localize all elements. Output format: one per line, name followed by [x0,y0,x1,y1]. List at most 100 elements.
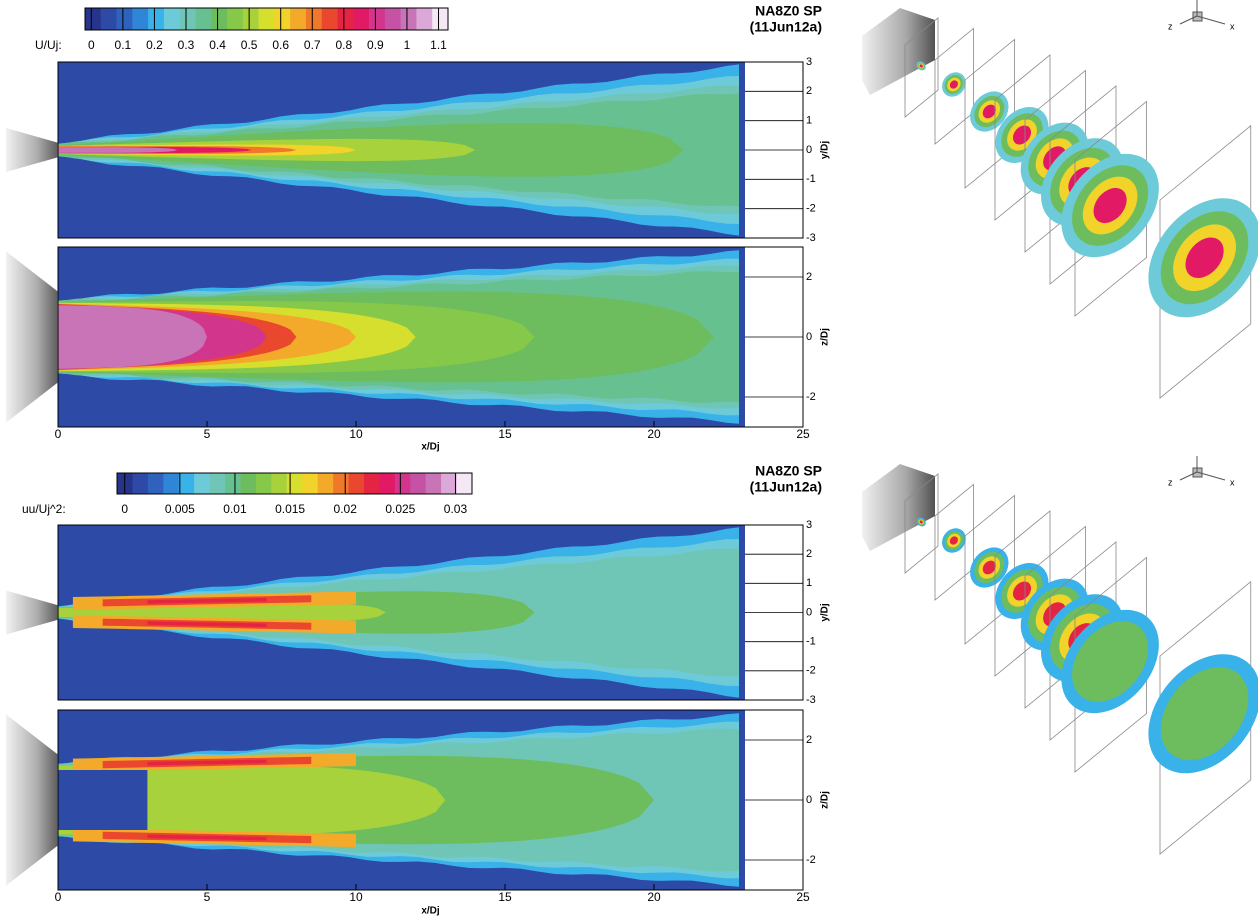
x-tick-label: 10 [349,890,363,904]
figure: 00.10.20.30.40.50.60.70.80.911.1U/Uj:NA8… [0,0,1258,918]
field-edge [739,247,745,427]
y-tick-label: 2 [806,548,812,560]
field-edge [739,62,745,238]
y-tick-label: -3 [806,694,816,706]
figure-subtitle: (11Jun12a) [750,479,822,495]
contour-field [58,525,745,700]
y-tick-label: 1 [806,577,812,589]
colorbar-swatch [148,8,164,30]
contour-field [58,247,745,427]
colorbar-tick-label: 0.025 [385,502,415,516]
x-tick-label: 5 [204,890,211,904]
field-edge [739,710,745,890]
contour-field [58,710,745,890]
y-tick-label: 0 [806,794,812,806]
colorbar-swatch [227,8,243,30]
colorbar-swatch [85,8,101,30]
colorbar-swatch [302,473,318,494]
colorbar-swatch [287,473,303,494]
colorbar-swatch [333,473,349,494]
triad-label: x [1230,477,1235,487]
colorbar-swatch [195,8,211,30]
x-tick-label: 0 [55,890,62,904]
colorbar-tick-label: 0.8 [335,38,352,52]
colorbar-tick-label: 0.1 [115,38,132,52]
colorbar-swatch [369,8,385,30]
y-tick-label: -1 [806,173,816,185]
colorbar-swatch [240,473,256,494]
colorbar-swatch [385,8,401,30]
colorbar-swatch [211,8,227,30]
colorbar-swatch [432,8,448,30]
colorbar-swatch [243,8,259,30]
colorbar-tick-label: 0.7 [304,38,321,52]
colorbar-swatch [401,8,417,30]
colorbar-swatch [179,473,195,494]
x-tick-label: 15 [498,427,512,441]
y-tick-label: -3 [806,232,816,244]
y-tick-label: -2 [806,854,816,866]
x-axis-label: x/Dj [421,442,440,453]
y-tick-label: 1 [806,115,812,127]
x-tick-label: 25 [796,890,810,904]
colorbar-swatch [349,473,365,494]
y-axis-label: y/Dj [820,603,831,622]
nozzle [6,714,58,885]
colorbar-tick-label: 0.02 [334,502,358,516]
x-tick-label: 5 [204,427,211,441]
y-tick-label: 0 [806,606,812,618]
y-axis-label: z/Dj [820,791,831,809]
colorbar-swatch [353,8,369,30]
colorbar-tick-label: 0.005 [165,502,195,516]
y-tick-label: -2 [806,203,816,215]
inset-3d [862,0,1258,398]
triad-label: x [1230,21,1235,31]
inset-nozzle [862,8,935,95]
colorbar-swatch [163,473,179,494]
inset-3d [862,456,1258,854]
page: 00.10.20.30.40.50.60.70.80.911.1U/Uj:NA8… [0,0,1258,918]
colorbar-swatch [256,473,272,494]
contour-field [58,62,745,238]
figure-title: NA8Z0 SP [755,463,822,479]
colorbar-tick-label: 0 [88,38,95,52]
colorbar-tick-label: 0.6 [272,38,289,52]
colorbar-tick-label: 0.015 [275,502,305,516]
colorbar-swatch [210,473,226,494]
colorbar-tick-label: 0.4 [209,38,226,52]
colorbar-swatch [290,8,306,30]
colorbar-tick-label: 1 [404,38,411,52]
field-edge [739,525,745,700]
inset-nozzle [862,464,935,551]
colorbar-swatch [410,473,426,494]
triad-label: z [1168,21,1173,31]
y-tick-label: 2 [806,85,812,97]
triad-label: z [1168,477,1173,487]
colorbar-swatch [322,8,338,30]
colorbar-swatch [271,473,287,494]
colorbar-swatch [148,473,164,494]
y-tick-label: -2 [806,391,816,403]
x-tick-label: 0 [55,427,62,441]
colorbar-swatch [416,8,432,30]
x-tick-label: 10 [349,427,363,441]
colorbar-swatch [274,8,290,30]
colorbar-swatch [338,8,354,30]
y-tick-label: 0 [806,144,812,156]
colorbar-tick-label: 0.01 [223,502,247,516]
colorbar-swatch [117,8,133,30]
colorbar-swatch [379,473,395,494]
nozzle [6,128,58,172]
x-axis-label: x/Dj [421,906,440,917]
colorbar-swatch [457,473,473,494]
figure-subtitle: (11Jun12a) [750,19,822,35]
colorbar-swatch [441,473,457,494]
y-axis-label: z/Dj [820,328,831,346]
potential-core [58,770,147,830]
colorbar-label: U/Uj: [35,38,62,52]
y-tick-label: -2 [806,665,816,677]
x-tick-label: 25 [796,427,810,441]
y-tick-label: 0 [806,331,812,343]
colorbar-tick-label: 0.2 [146,38,163,52]
nozzle [6,251,58,422]
